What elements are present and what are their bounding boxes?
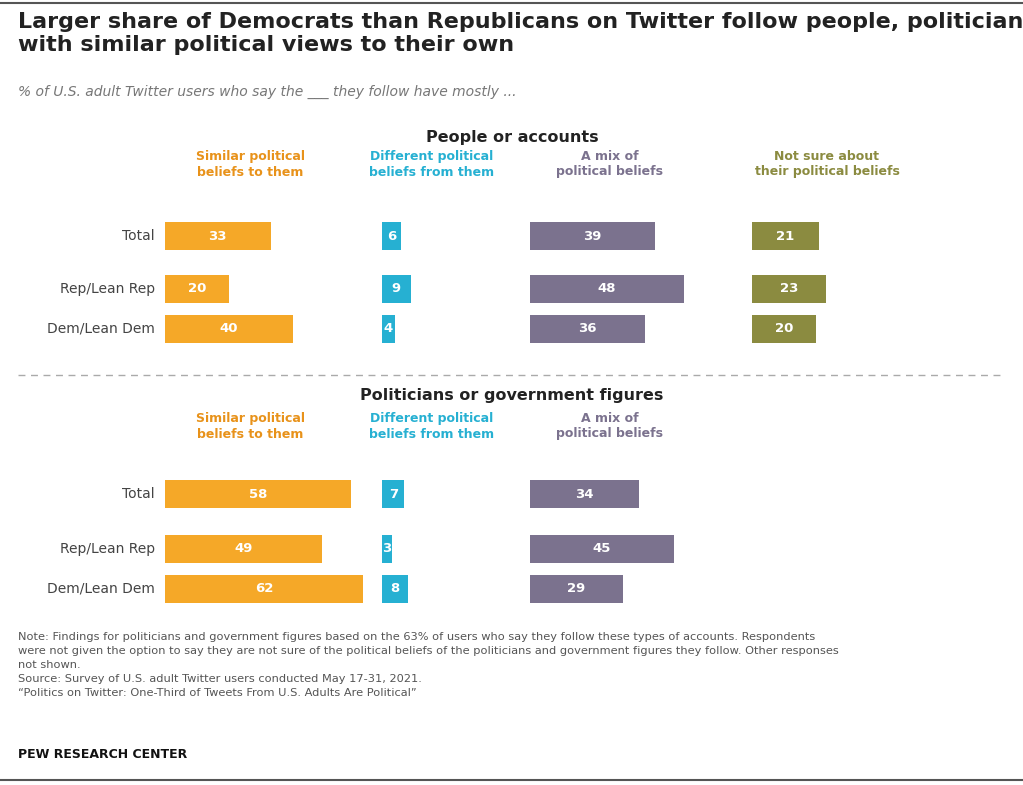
Bar	[382, 275, 411, 303]
Text: 34: 34	[575, 487, 593, 501]
Text: 8: 8	[390, 582, 399, 596]
Text: Different political
beliefs from them: Different political beliefs from them	[369, 150, 494, 178]
Text: A mix of
political beliefs: A mix of political beliefs	[557, 150, 664, 178]
Text: Similar political
beliefs to them: Similar political beliefs to them	[195, 412, 305, 440]
Text: Different political
beliefs from them: Different political beliefs from them	[369, 412, 494, 440]
Text: 20: 20	[774, 323, 793, 335]
Bar	[165, 315, 293, 343]
Bar	[165, 575, 363, 603]
Bar	[382, 480, 404, 508]
Text: 29: 29	[568, 582, 585, 596]
Bar	[165, 222, 271, 250]
Bar	[530, 315, 646, 343]
Text: 20: 20	[188, 283, 207, 295]
Text: Larger share of Democrats than Republicans on Twitter follow people, politicians: Larger share of Democrats than Republica…	[18, 12, 1023, 55]
Bar	[165, 535, 322, 563]
Text: 33: 33	[209, 229, 227, 243]
Text: Total: Total	[123, 487, 155, 501]
Bar	[530, 222, 655, 250]
Text: % of U.S. adult Twitter users who say the ___ they follow have mostly ...: % of U.S. adult Twitter users who say th…	[18, 85, 517, 99]
Bar	[382, 575, 407, 603]
Text: Total: Total	[123, 229, 155, 243]
Bar	[382, 535, 392, 563]
Text: Dem/Lean Dem: Dem/Lean Dem	[47, 322, 155, 336]
Text: A mix of
political beliefs: A mix of political beliefs	[557, 412, 664, 440]
Text: 40: 40	[220, 323, 238, 335]
Text: 58: 58	[249, 487, 267, 501]
Text: 3: 3	[383, 542, 392, 556]
Text: 45: 45	[592, 542, 611, 556]
Text: PEW RESEARCH CENTER: PEW RESEARCH CENTER	[18, 748, 187, 761]
Text: Dem/Lean Dem: Dem/Lean Dem	[47, 582, 155, 596]
Bar	[165, 480, 351, 508]
Text: 62: 62	[255, 582, 273, 596]
Text: 36: 36	[578, 323, 596, 335]
Text: Similar political
beliefs to them: Similar political beliefs to them	[195, 150, 305, 178]
Text: 6: 6	[387, 229, 396, 243]
Bar	[382, 222, 401, 250]
Text: Not sure about
their political beliefs: Not sure about their political beliefs	[755, 150, 899, 178]
Text: Note: Findings for politicians and government figures based on the 63% of users : Note: Findings for politicians and gover…	[18, 632, 839, 698]
Bar	[530, 275, 683, 303]
Bar	[165, 275, 229, 303]
Text: 23: 23	[780, 283, 798, 295]
Text: 49: 49	[234, 542, 253, 556]
Bar	[752, 315, 816, 343]
Text: 21: 21	[776, 229, 795, 243]
Bar	[530, 535, 674, 563]
Text: People or accounts: People or accounts	[426, 130, 598, 145]
Bar	[530, 480, 638, 508]
Bar	[530, 575, 623, 603]
Bar	[382, 315, 395, 343]
Bar	[752, 222, 819, 250]
Text: Rep/Lean Rep: Rep/Lean Rep	[60, 542, 155, 556]
Text: 4: 4	[384, 323, 393, 335]
Text: 7: 7	[389, 487, 398, 501]
Text: Rep/Lean Rep: Rep/Lean Rep	[60, 282, 155, 296]
Text: 39: 39	[583, 229, 602, 243]
Text: 48: 48	[597, 283, 616, 295]
Bar	[752, 275, 826, 303]
Text: Politicians or government figures: Politicians or government figures	[360, 388, 664, 403]
Text: 9: 9	[392, 283, 401, 295]
